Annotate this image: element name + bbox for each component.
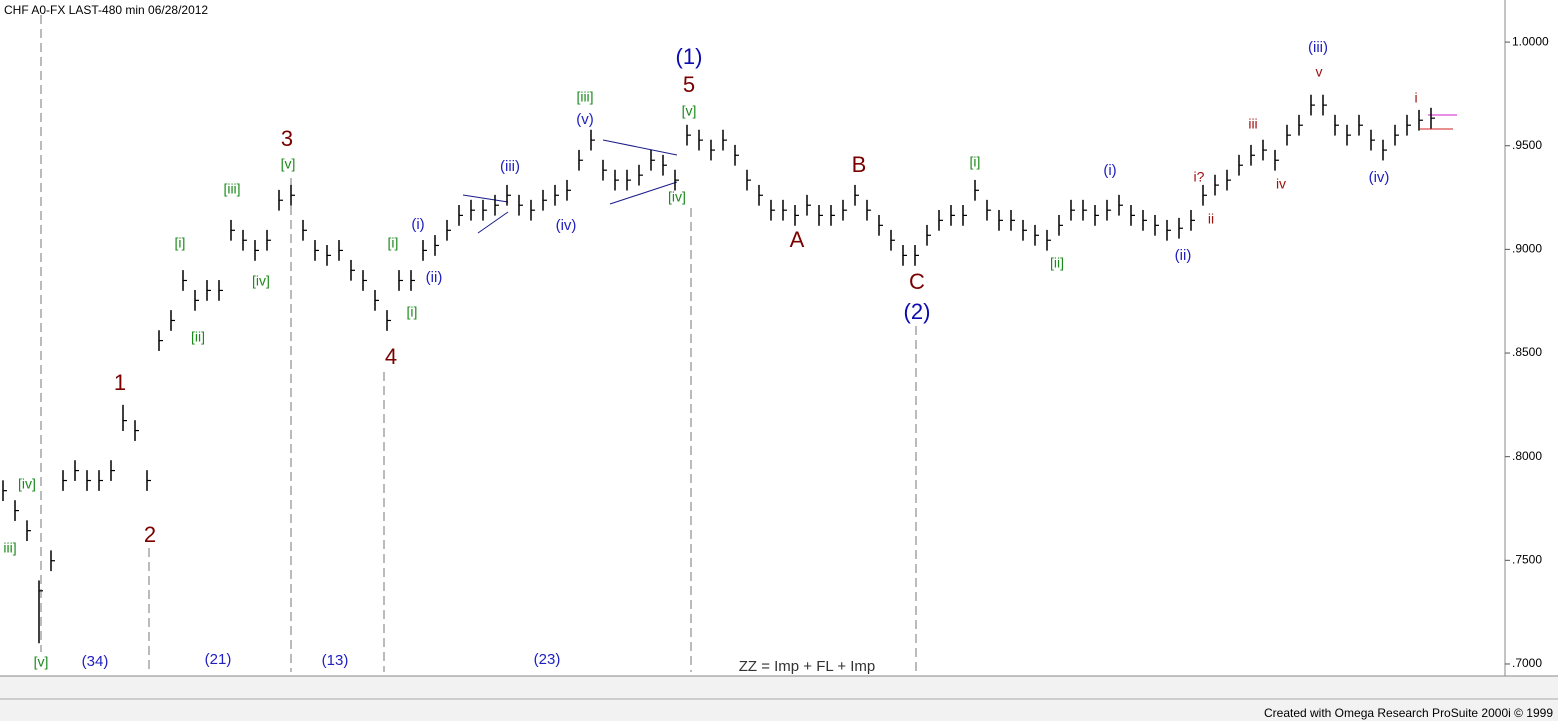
wave-label: [iii] <box>223 181 240 197</box>
wave-label: (iii) <box>500 158 520 175</box>
wave-label: C <box>909 269 925 294</box>
wave-label: [v] <box>34 654 49 670</box>
wave-label: (iv) <box>1369 169 1390 186</box>
wave-label: A <box>790 227 805 252</box>
wave-label: [v] <box>281 156 296 172</box>
wave-label: 3 <box>281 126 293 151</box>
trendline <box>602 139 678 156</box>
trendlines <box>462 139 678 234</box>
wave-label: i <box>1414 90 1417 106</box>
y-tick-label: 1.0000 <box>1512 34 1549 48</box>
wave-label: [v] <box>682 103 697 119</box>
wave-label: B <box>852 152 867 177</box>
wave-label: [ii] <box>191 329 205 345</box>
trendline <box>609 181 678 205</box>
plot-area: [iv] iii] [v] (34) 1 2 (21) [i] [ii] [iii] [iv] 3 [v… <box>2 39 1435 675</box>
wave-label: [iv] <box>668 189 686 205</box>
wave-label: 5 <box>683 72 695 97</box>
y-tick-label: .7000 <box>1512 656 1542 670</box>
footer-text: Created with Omega Research ProSuite 200… <box>1264 706 1553 720</box>
chart-title: CHF A0-FX LAST-480 min 06/28/2012 <box>4 3 208 17</box>
wave-label: v <box>1316 64 1323 80</box>
wave-label: [i] <box>407 304 418 320</box>
trendline <box>477 211 509 234</box>
wave-label: [iv] <box>252 273 270 289</box>
y-tick-label: .9000 <box>1512 242 1542 256</box>
wave-label: (ii) <box>1175 247 1192 264</box>
wave-label: 2 <box>144 522 156 547</box>
wave-label: ZZ = Imp + FL + Imp <box>739 658 876 675</box>
wave-label: (34) <box>82 653 109 670</box>
wave-label: iv <box>1276 176 1286 192</box>
wave-label: 4 <box>385 344 397 369</box>
wave-label: ii <box>1208 211 1214 227</box>
wave-label: (23) <box>534 651 561 668</box>
y-tick-label: .8000 <box>1512 449 1542 463</box>
wave-label: (1) <box>676 44 703 69</box>
wave-label: [i] <box>175 235 186 251</box>
wave-label: 1 <box>114 370 126 395</box>
y-tick-label: .9500 <box>1512 138 1542 152</box>
wave-label: [i] <box>388 235 399 251</box>
wave-label: (i) <box>1103 162 1116 179</box>
wave-label: (v) <box>576 111 594 128</box>
wave-label: iii <box>1248 116 1257 132</box>
trendline <box>462 194 509 203</box>
wave-label: [i] <box>970 154 981 170</box>
wave-label: (iii) <box>1308 39 1328 56</box>
wave-label: (2) <box>904 299 931 324</box>
wave-label: [ii] <box>1050 255 1064 271</box>
y-tick-label: .7500 <box>1512 552 1542 566</box>
wave-label: i? <box>1194 169 1205 185</box>
wave-label: [iii] <box>576 89 593 105</box>
wave-separators <box>40 15 917 676</box>
wave-label: (iv) <box>556 217 577 234</box>
wave-label: iii] <box>3 540 16 556</box>
wave-label: (13) <box>322 652 349 669</box>
wave-label: (i) <box>411 216 424 233</box>
wave-label: (ii) <box>426 269 443 286</box>
wave-label: [iv] <box>18 476 36 492</box>
wave-label: (21) <box>205 651 232 668</box>
y-tick-label: .8500 <box>1512 345 1542 359</box>
